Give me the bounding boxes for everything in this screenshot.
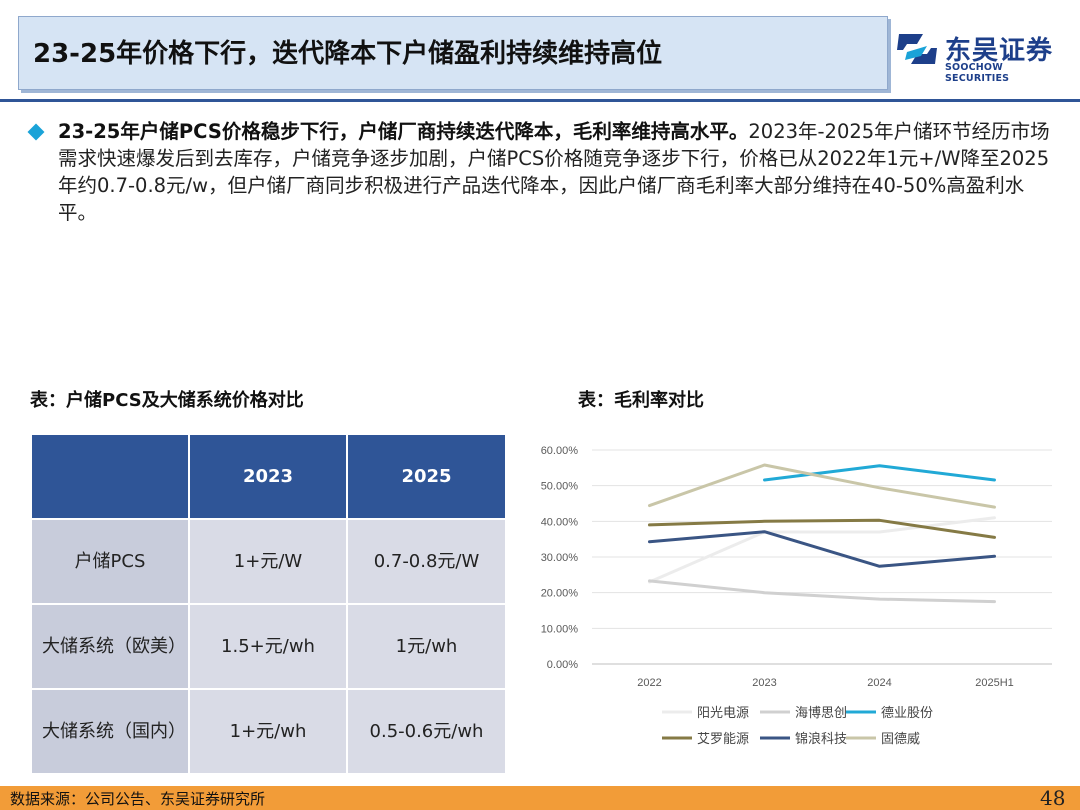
y-tick-label: 50.00% <box>541 481 579 493</box>
table-cell: 1元/wh <box>346 603 507 690</box>
legend-label: 阳光电源 <box>697 706 749 721</box>
x-tick-label: 2022 <box>637 677 661 689</box>
company-logo: 东吴证券 SOOCHOW SECURITIES <box>893 28 1068 84</box>
series-line <box>648 463 996 509</box>
chart-caption: 表：毛利率对比 <box>578 390 704 411</box>
table-header-cell <box>30 433 190 520</box>
price-comparison-table: 2023 2025 户储PCS 1+元/W 0.7-0.8元/W 大储系统（欧美… <box>30 433 507 775</box>
table-row: 大储系统（欧美） 1.5+元/wh 1元/wh <box>30 603 507 690</box>
table-row-label: 大储系统（欧美） <box>30 603 190 690</box>
legend-label: 锦浪科技 <box>795 732 847 747</box>
table-cell: 0.5-0.6元/wh <box>346 688 507 775</box>
table-row-label: 大储系统（国内） <box>30 688 190 775</box>
series-line <box>648 579 996 604</box>
table-header-cell: 2023 <box>188 433 348 520</box>
y-tick-label: 60.00% <box>541 445 579 457</box>
legend-label: 海博思创 <box>795 706 847 721</box>
series-line <box>648 530 996 568</box>
summary-bold-lead: 23-25年户储PCS价格稳步下行，户储厂商持续迭代降本，毛利率维持高水平。 <box>58 120 749 143</box>
logo-english-name: SOOCHOW SECURITIES <box>945 62 1010 84</box>
table-row: 大储系统（国内） 1+元/wh 0.5-0.6元/wh <box>30 688 507 775</box>
table-cell: 1.5+元/wh <box>188 603 348 690</box>
header-divider <box>0 99 1080 102</box>
page-number: 48 <box>1040 786 1066 810</box>
logo-chinese-name: 东吴证券 <box>945 36 1054 66</box>
x-tick-label: 2025H1 <box>975 677 1014 689</box>
series-line <box>763 464 996 482</box>
table-cell: 1+元/wh <box>188 688 348 775</box>
legend-label: 固德威 <box>881 732 920 747</box>
table-cell: 1+元/W <box>188 518 348 605</box>
y-tick-label: 20.00% <box>541 588 579 600</box>
summary-paragraph: 23-25年户储PCS价格稳步下行，户储厂商持续迭代降本，毛利率维持高水平。20… <box>58 118 1058 226</box>
y-tick-label: 0.00% <box>547 659 578 671</box>
legend-label: 德业股份 <box>881 706 933 721</box>
table-row: 户储PCS 1+元/W 0.7-0.8元/W <box>30 518 507 605</box>
table-row-label: 户储PCS <box>30 518 190 605</box>
x-tick-label: 2023 <box>752 677 776 689</box>
diamond-bullet-icon <box>27 123 45 141</box>
series-line <box>648 518 996 539</box>
table-cell: 0.7-0.8元/W <box>346 518 507 605</box>
data-source-note: 数据来源：公司公告、东吴证券研究所 <box>10 790 266 808</box>
y-tick-label: 30.00% <box>541 552 579 564</box>
footer-bar <box>0 786 1080 810</box>
series-line <box>648 516 996 584</box>
summary-text: 2023年-2025年户储环节经历市场需求快速爆发后到去库存，户储竞争逐步加剧，… <box>58 120 1050 224</box>
gross-margin-line-chart: 0.00% 10.00% 20.00% 30.00% 40.00% 50.00% 60.00… <box>541 445 1052 747</box>
y-tick-label: 10.00% <box>541 623 579 635</box>
table-header-cell: 2025 <box>346 433 507 520</box>
page-title: 23-25年价格下行，迭代降本下户储盈利持续维持高位 <box>33 39 663 69</box>
title-bar: 23-25年价格下行，迭代降本下户储盈利持续维持高位 <box>18 16 888 90</box>
legend-label: 艾罗能源 <box>697 732 749 747</box>
x-tick-label: 2024 <box>867 677 891 689</box>
logo-mark-icon <box>897 34 937 64</box>
y-tick-label: 40.00% <box>541 516 579 528</box>
table-caption: 表：户储PCS及大储系统价格对比 <box>30 390 304 411</box>
table-header-row: 2023 2025 <box>30 433 507 520</box>
